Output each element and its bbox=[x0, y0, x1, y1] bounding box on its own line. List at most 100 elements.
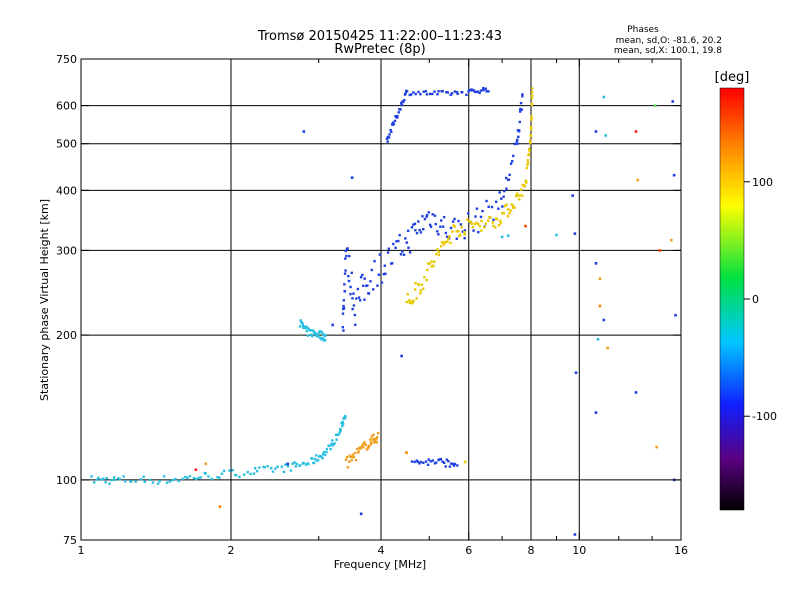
data-point bbox=[528, 139, 532, 142]
colorbar-label: [deg] bbox=[715, 70, 750, 85]
data-point bbox=[573, 232, 577, 235]
data-point bbox=[480, 219, 483, 223]
data-point bbox=[525, 166, 529, 170]
data-point bbox=[436, 248, 439, 251]
data-point bbox=[436, 230, 439, 233]
data-point bbox=[350, 271, 353, 275]
stats-heading: Phases bbox=[627, 25, 659, 35]
data-point bbox=[356, 287, 359, 291]
data-point bbox=[387, 247, 391, 250]
data-point bbox=[331, 323, 335, 327]
data-point bbox=[476, 90, 480, 93]
data-point bbox=[337, 433, 340, 436]
data-point bbox=[526, 159, 530, 162]
data-point bbox=[436, 93, 439, 96]
data-point bbox=[104, 480, 107, 484]
data-point bbox=[414, 92, 417, 96]
data-point bbox=[315, 334, 318, 337]
data-point bbox=[426, 463, 430, 466]
data-point bbox=[598, 304, 602, 308]
data-point bbox=[405, 241, 408, 244]
data-point bbox=[316, 458, 320, 462]
data-point bbox=[636, 178, 640, 182]
data-point bbox=[361, 273, 364, 277]
x-axis-label: Frequency [MHz] bbox=[334, 558, 426, 571]
data-point bbox=[367, 444, 371, 448]
data-point bbox=[490, 205, 494, 209]
data-point bbox=[112, 476, 116, 479]
data-point bbox=[102, 477, 105, 480]
data-point bbox=[502, 212, 506, 215]
data-point bbox=[442, 243, 446, 246]
data-point bbox=[319, 336, 322, 340]
data-point bbox=[441, 240, 445, 244]
data-point bbox=[571, 194, 574, 197]
data-point bbox=[446, 91, 450, 94]
data-point bbox=[405, 90, 409, 93]
data-point bbox=[391, 121, 395, 124]
data-point bbox=[369, 443, 373, 446]
data-point bbox=[344, 269, 347, 272]
data-point bbox=[93, 481, 96, 484]
data-point bbox=[514, 142, 517, 145]
data-point bbox=[425, 214, 429, 217]
data-point bbox=[653, 104, 657, 107]
y-tick-label: 600 bbox=[56, 100, 77, 113]
data-point bbox=[117, 477, 120, 480]
data-point bbox=[475, 90, 478, 94]
data-point bbox=[207, 475, 210, 478]
chart-title: Tromsø 20150425 11:22:00–11:23:43 bbox=[257, 29, 502, 44]
data-point bbox=[505, 187, 508, 190]
data-point bbox=[367, 446, 370, 449]
data-point bbox=[359, 512, 363, 516]
data-point bbox=[433, 214, 437, 217]
colorbar-tick-label: -100 bbox=[752, 410, 777, 423]
data-point bbox=[481, 87, 485, 90]
data-point bbox=[421, 215, 424, 218]
data-point bbox=[353, 313, 357, 317]
data-point bbox=[419, 231, 423, 234]
data-point bbox=[306, 334, 310, 337]
data-point bbox=[602, 318, 606, 322]
data-point bbox=[445, 235, 449, 239]
data-point bbox=[463, 230, 466, 234]
data-point bbox=[333, 442, 336, 445]
data-point bbox=[518, 194, 522, 197]
colorbar-tick-label: 0 bbox=[752, 293, 759, 306]
data-point bbox=[478, 91, 481, 95]
data-point bbox=[309, 333, 313, 336]
data-point bbox=[574, 371, 578, 375]
data-point bbox=[301, 322, 304, 325]
data-point bbox=[347, 279, 351, 283]
data-point bbox=[376, 431, 380, 435]
data-point bbox=[457, 219, 460, 223]
data-point bbox=[518, 198, 521, 201]
data-point bbox=[674, 313, 677, 317]
colorbar bbox=[719, 87, 745, 511]
data-point bbox=[634, 130, 638, 133]
data-point bbox=[437, 250, 440, 254]
data-point bbox=[363, 298, 366, 301]
y-tick-label: 300 bbox=[56, 244, 77, 257]
data-point bbox=[508, 212, 511, 215]
data-point bbox=[456, 464, 459, 467]
data-point bbox=[305, 329, 308, 333]
data-point bbox=[162, 475, 166, 478]
data-point bbox=[530, 128, 533, 131]
data-point bbox=[300, 321, 304, 324]
data-point bbox=[90, 475, 93, 478]
data-point bbox=[338, 427, 342, 431]
data-point bbox=[672, 173, 676, 177]
data-point bbox=[348, 460, 351, 463]
data-point bbox=[113, 478, 116, 481]
data-point bbox=[529, 125, 533, 129]
data-point bbox=[412, 91, 415, 94]
data-point bbox=[492, 218, 495, 222]
data-point bbox=[276, 465, 279, 468]
data-point bbox=[427, 458, 430, 461]
data-point bbox=[523, 185, 526, 188]
data-point bbox=[408, 251, 412, 254]
data-point bbox=[413, 288, 417, 291]
data-point bbox=[524, 179, 527, 182]
data-point bbox=[348, 254, 351, 258]
